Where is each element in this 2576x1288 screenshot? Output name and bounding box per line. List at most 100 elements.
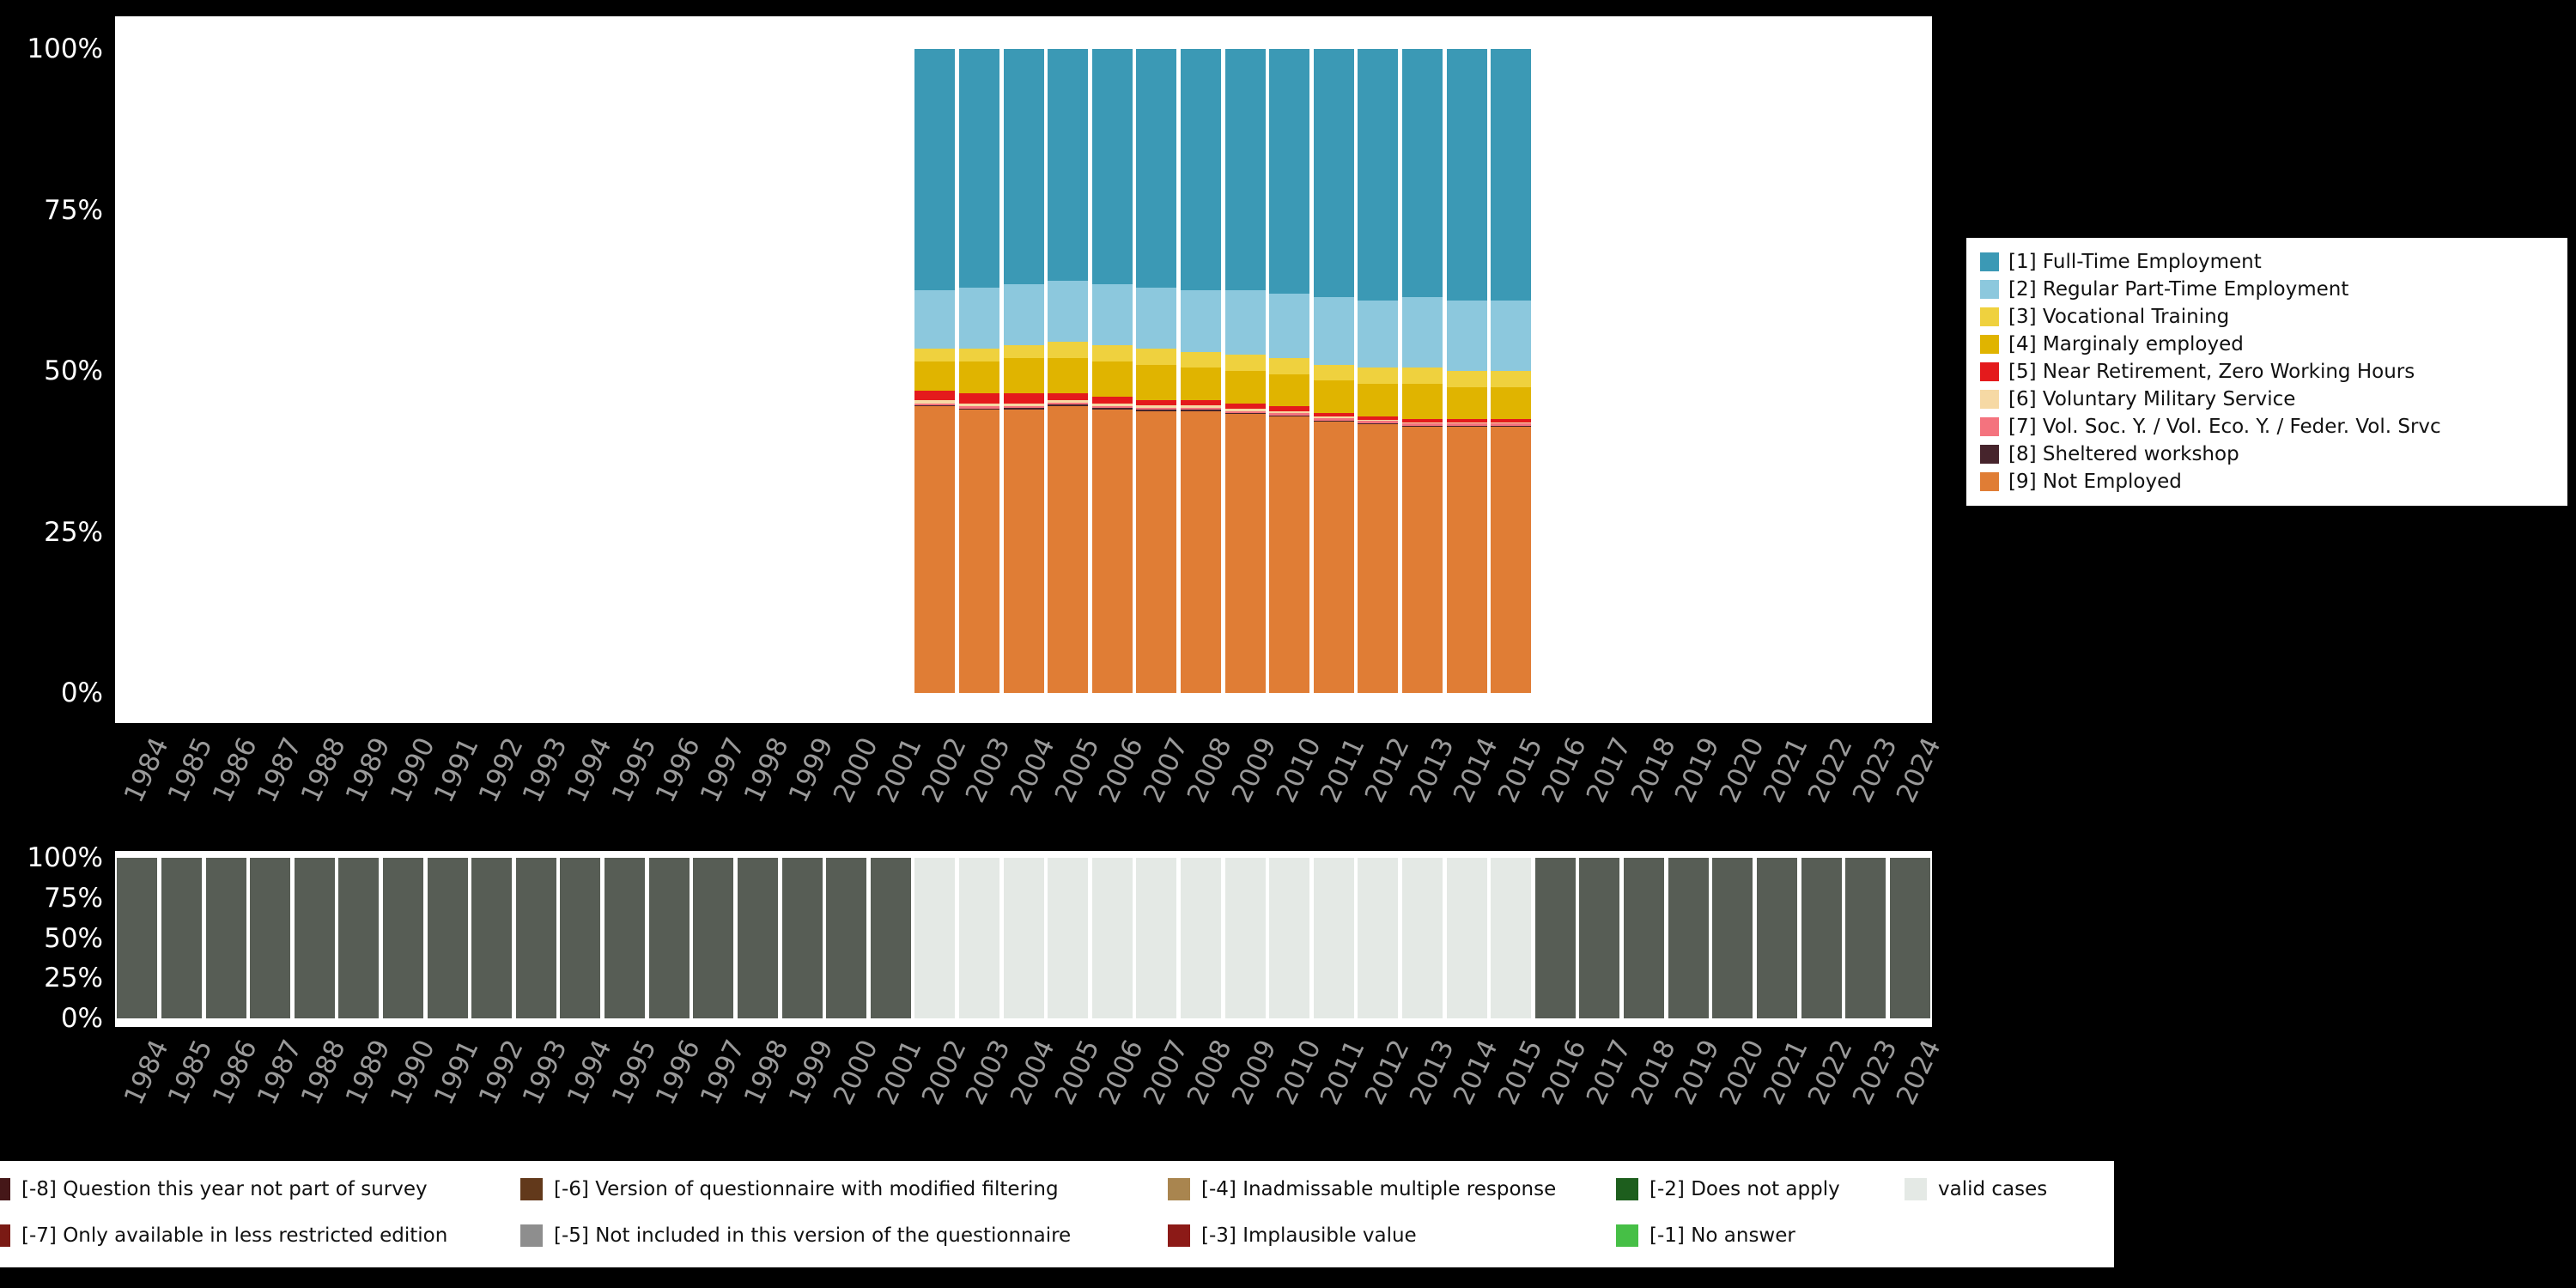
valid-cases-bar — [1136, 858, 1177, 1018]
employment-bar-segment — [1048, 402, 1089, 404]
y-tick-label: 50% — [44, 355, 103, 386]
employment-bar-segment — [958, 361, 999, 394]
employment-bar-segment — [1003, 283, 1044, 345]
legend-label: [-2] Does not apply — [1649, 1178, 1840, 1200]
legend-item: [2] Regular Part-Time Employment — [1980, 278, 2554, 301]
employment-bar-segment — [1224, 355, 1266, 371]
employment-bar-segment — [1136, 399, 1177, 405]
employment-bar-segment — [1180, 404, 1221, 408]
missing-legend-item: [-5] Not included in this version of the… — [520, 1224, 1071, 1247]
employment-bar-segment — [1402, 422, 1443, 426]
employment-chart-plot — [115, 49, 1932, 693]
employment-bar-segment — [914, 361, 956, 391]
employment-bar-segment — [1313, 412, 1354, 417]
missing-legend-item: [-1] No answer — [1616, 1224, 1795, 1247]
employment-bar-segment — [1003, 410, 1044, 693]
x-axis-year-label: 2007 — [1137, 732, 1194, 808]
valid-cases-bar — [1269, 858, 1310, 1018]
employment-legend: [1] Full-Time Employment [2] Regular Part… — [1966, 238, 2567, 506]
x-axis-year-label: 2016 — [1536, 1035, 1594, 1110]
employment-bar-segment — [1358, 422, 1399, 425]
legend-label: [8] Sheltered workshop — [2008, 443, 2239, 465]
employment-bar-segment — [1136, 287, 1177, 349]
employment-bar-segment — [1358, 420, 1399, 421]
x-axis-year-label: 1990 — [384, 1035, 441, 1110]
x-axis-year-label: 2024 — [1890, 1035, 1947, 1110]
employment-bar-segment — [958, 408, 999, 410]
employment-bar-segment — [1224, 49, 1266, 291]
employment-bar-segment — [958, 348, 999, 361]
x-axis-year-label: 2015 — [1492, 732, 1549, 808]
x-axis-year-label: 1984 — [118, 1035, 175, 1110]
x-axis-year-label: 2023 — [1846, 1035, 1904, 1110]
x-axis-year-label: 1989 — [339, 1035, 397, 1110]
x-axis-year-label: 1986 — [206, 732, 264, 808]
legend-label: [3] Vocational Training — [2008, 306, 2230, 328]
x-axis-year-label: 2022 — [1801, 1035, 1859, 1110]
employment-bar-segment — [958, 410, 999, 693]
x-axis-year-label: 2007 — [1137, 1035, 1194, 1110]
employment-bar-segment — [1224, 408, 1266, 411]
missing-legend-item: [-4] Inadmissable multiple response — [1168, 1178, 1556, 1200]
missing-cases-bar — [515, 858, 556, 1018]
employment-bar-segment — [1136, 364, 1177, 400]
missing-cases-bar — [427, 858, 468, 1018]
x-axis-year-label: 1996 — [649, 1035, 707, 1110]
legend-label: [-5] Not included in this version of the… — [554, 1224, 1072, 1247]
legend-color-swatch — [1980, 280, 1999, 299]
employment-bar-segment — [1091, 49, 1133, 284]
x-axis-year-label: 1994 — [561, 1035, 618, 1110]
employment-bar-segment — [1491, 427, 1532, 693]
legend-color-swatch — [1980, 417, 1999, 436]
employment-bar-segment — [1402, 425, 1443, 428]
employment-bar-segment — [914, 390, 956, 400]
employment-bar-segment — [1402, 422, 1443, 423]
employment-bar-segment — [1180, 351, 1221, 368]
employment-bar-segment — [1180, 407, 1221, 410]
x-axis-year-label: 2002 — [915, 1035, 973, 1110]
valid-cases-bar — [1091, 858, 1133, 1018]
employment-bar-segment — [958, 406, 999, 409]
employment-bar-segment — [1003, 358, 1044, 394]
employment-bar-segment — [1358, 420, 1399, 423]
x-axis-year-label: 2001 — [871, 732, 928, 808]
valid-cases-bar — [1491, 858, 1532, 1018]
x-axis-year-label: 2016 — [1536, 732, 1594, 808]
employment-bar-segment — [1003, 403, 1044, 406]
legend-item: [5] Near Retirement, Zero Working Hours — [1980, 361, 2554, 383]
legend-label: [-3] Implausible value — [1201, 1224, 1417, 1247]
legend-label: [-4] Inadmissable multiple response — [1201, 1178, 1557, 1200]
employment-bar-segment — [1446, 425, 1487, 428]
legend-color-swatch — [1168, 1224, 1190, 1247]
x-axis-year-label: 2004 — [1004, 732, 1061, 808]
employment-bar-segment — [1491, 425, 1532, 428]
employment-bar-segment — [1446, 386, 1487, 420]
x-axis-year-label: 1992 — [472, 732, 530, 808]
x-axis-year-label: 1998 — [738, 732, 796, 808]
employment-bar-segment — [1224, 403, 1266, 409]
x-axis-year-label: 2021 — [1758, 732, 1815, 808]
missing-cases-bar — [1534, 858, 1576, 1018]
employment-bar-segment — [1446, 422, 1487, 423]
x-axis-year-label: 2005 — [1048, 1035, 1106, 1110]
employment-bar-segment — [1180, 410, 1221, 411]
employment-bar-segment — [1491, 386, 1532, 420]
x-axis-year-label: 2002 — [915, 732, 973, 808]
missing-cases-bar — [161, 858, 202, 1018]
legend-color-swatch — [1980, 252, 1999, 271]
employment-bar-segment — [1048, 406, 1089, 693]
y-tick-label: 100% — [27, 33, 103, 64]
employment-bar-segment — [1269, 416, 1310, 693]
x-axis-year-label: 2003 — [960, 1035, 1018, 1110]
x-axis-year-label: 2010 — [1270, 732, 1327, 808]
employment-bar-segment — [1003, 405, 1044, 408]
legend-label: valid cases — [1938, 1178, 2048, 1200]
legend-label: [-6] Version of questionnaire with modif… — [554, 1178, 1059, 1200]
y-tick-label: 75% — [44, 194, 103, 226]
employment-bar-segment — [1313, 420, 1354, 422]
y-tick-label: 100% — [27, 842, 103, 873]
employment-bar-segment — [1402, 296, 1443, 368]
valid-cases-bar — [1003, 858, 1044, 1018]
employment-bar-segment — [1136, 410, 1177, 412]
employment-bar-segment — [1091, 345, 1133, 361]
